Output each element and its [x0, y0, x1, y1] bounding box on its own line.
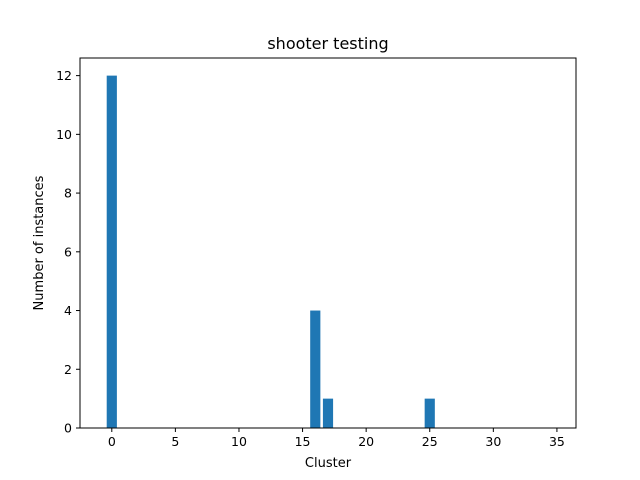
- x-tick-label: 35: [549, 434, 565, 449]
- y-tick-label: 10: [56, 127, 72, 142]
- x-tick-label: 5: [171, 434, 179, 449]
- x-tick-label: 0: [108, 434, 116, 449]
- bars-group: [106, 75, 435, 428]
- bar-cluster-17: [322, 398, 334, 428]
- x-tick-label: 10: [231, 434, 247, 449]
- x-tick-label: 30: [485, 434, 501, 449]
- y-tick-label: 12: [56, 68, 72, 83]
- x-tick-label: 25: [422, 434, 438, 449]
- x-tick-label: 20: [358, 434, 374, 449]
- chart-title: shooter testing: [267, 34, 388, 53]
- y-tick-label: 6: [64, 244, 72, 259]
- y-tick-label: 4: [64, 303, 72, 318]
- y-axis-ticks: 0 2 4 6 8 10 12: [56, 68, 80, 436]
- x-axis-label: Cluster: [305, 456, 352, 471]
- x-axis-ticks: 0 5 10 15 20 25 30 35: [108, 428, 565, 449]
- y-axis-label: Number of instances: [32, 175, 47, 310]
- bar-cluster-16: [310, 310, 321, 428]
- y-tick-label: 8: [64, 186, 72, 201]
- y-tick-label: 2: [64, 362, 72, 377]
- bar-cluster-0: [106, 75, 117, 428]
- plot-frame: [79, 57, 577, 429]
- x-tick-label: 15: [295, 434, 311, 449]
- y-tick-label: 0: [64, 421, 72, 436]
- bar-cluster-25: [424, 398, 435, 428]
